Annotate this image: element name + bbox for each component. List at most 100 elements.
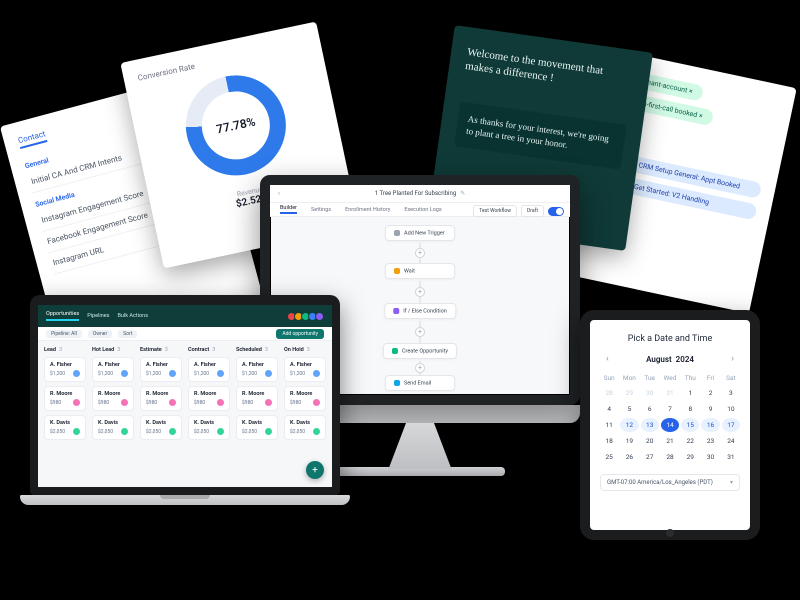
calendar-day[interactable]: 1 — [681, 386, 699, 400]
workflow-node[interactable]: Create Opportunity — [383, 343, 457, 359]
add-step-icon[interactable]: + — [415, 363, 425, 373]
add-step-icon[interactable]: + — [415, 287, 425, 297]
kanban-column[interactable]: Contract 3A. Fisher$1,200R. Moore$980K. … — [188, 347, 230, 481]
calendar-prev-icon[interactable]: ‹ — [606, 354, 609, 364]
workflow-tab[interactable]: Enrollment History — [345, 207, 390, 213]
calendar-day[interactable]: 30 — [701, 450, 719, 464]
calendar-day[interactable]: 29 — [681, 450, 699, 464]
kanban-column-header: Estimate 3 — [140, 347, 182, 353]
opportunity-card[interactable]: R. Moore$980 — [236, 386, 278, 411]
calendar-day[interactable]: 5 — [620, 402, 638, 416]
calendar-month-year: August 2024 — [646, 355, 694, 364]
opportunity-card[interactable]: K. Davis$2,050 — [140, 415, 182, 440]
calendar-day-prev-month[interactable]: 28 — [600, 386, 618, 400]
calendar-next-icon[interactable]: › — [731, 354, 734, 364]
calendar-day[interactable]: 15 — [681, 418, 699, 432]
workflow-tab[interactable]: Builder — [280, 205, 297, 214]
fab-add-button[interactable]: + — [306, 461, 324, 479]
calendar-day[interactable]: 19 — [620, 434, 638, 448]
workflow-back-icon[interactable]: ‹ — [278, 190, 280, 197]
node-color-icon — [392, 348, 398, 354]
add-opportunity-button[interactable]: Add opportunity — [276, 329, 324, 339]
filter-chip[interactable]: Pipeline: All — [46, 330, 82, 338]
calendar-day[interactable]: 10 — [722, 402, 740, 416]
calendar-day[interactable]: 17 — [722, 418, 740, 432]
calendar-day[interactable]: 11 — [600, 418, 618, 432]
opportunity-card[interactable]: A. Fisher$1,200 — [284, 357, 326, 382]
opportunity-card[interactable]: R. Moore$980 — [188, 386, 230, 411]
add-step-icon[interactable]: + — [415, 327, 425, 337]
workflow-title-bar: ‹ 1 Tree Planted For Subscribing ✎ — [270, 185, 570, 203]
test-workflow-button[interactable]: Test Workflow — [473, 205, 517, 217]
workflow-node[interactable]: Send Email — [385, 375, 455, 391]
opportunity-card[interactable]: R. Moore$980 — [284, 386, 326, 411]
workflow-node[interactable]: Add New Trigger — [385, 225, 455, 241]
calendar-dow: Mon — [620, 372, 638, 384]
calendar-day[interactable]: 16 — [701, 418, 719, 432]
timezone-select[interactable]: GMT-07:00 America/Los_Angeles (PDT) ▾ — [600, 474, 740, 491]
workflow-tab[interactable]: Execution Logs — [404, 207, 441, 213]
kanban-column[interactable]: Estimate 3 A. Fisher$1,200 R. Moore$980 K. … — [140, 347, 182, 481]
calendar-day[interactable]: 27 — [641, 450, 659, 464]
calendar-day[interactable]: 31 — [722, 450, 740, 464]
calendar-day[interactable]: 26 — [620, 450, 638, 464]
calendar-day[interactable]: 9 — [701, 402, 719, 416]
opportunity-card[interactable]: K. Davis$2,050 — [44, 415, 86, 440]
workflow-node[interactable]: If / Else Condition — [384, 303, 456, 319]
calendar-day[interactable]: 6 — [641, 402, 659, 416]
kanban-column[interactable]: Hot Lead 3A. Fisher$1,200R. Moore$980K. … — [92, 347, 134, 481]
add-step-icon[interactable]: + — [415, 248, 425, 258]
calendar-day[interactable]: 18 — [600, 434, 618, 448]
kanban-column[interactable]: Lead 3A. Fisher$1,200R. Moore$980K. Davi… — [44, 347, 86, 481]
opportunity-card[interactable]: A. Fisher$1,200 — [188, 357, 230, 382]
calendar-day[interactable]: 21 — [661, 434, 679, 448]
crm-nav-tab[interactable]: Opportunities — [46, 311, 79, 321]
kanban-column[interactable]: Scheduled 3A. Fisher$1,200R. Moore$980K.… — [236, 347, 278, 481]
opportunity-card[interactable]: R. Moore$980 — [140, 386, 182, 411]
pencil-icon[interactable]: ✎ — [460, 190, 465, 197]
calendar-day-prev-month[interactable]: 29 — [620, 386, 638, 400]
calendar-day[interactable]: 22 — [681, 434, 699, 448]
workflow-tab[interactable]: Settings — [311, 207, 331, 213]
kanban-column[interactable]: On Hold 3A. Fisher$1,200R. Moore$980K. D… — [284, 347, 326, 481]
opportunity-card[interactable]: K. Davis$2,050 — [188, 415, 230, 440]
calendar-day[interactable]: 14 — [661, 418, 679, 432]
avatar[interactable] — [315, 312, 324, 321]
workflow-node[interactable]: Wait — [385, 263, 455, 279]
calendar-day[interactable]: 25 — [600, 450, 618, 464]
opportunity-card[interactable]: A. Fisher$1,200 — [236, 357, 278, 382]
calendar-day[interactable]: 24 — [722, 434, 740, 448]
opportunity-card[interactable]: K. Davis$2,050 — [236, 415, 278, 440]
calendar-day[interactable]: 20 — [641, 434, 659, 448]
opportunity-card[interactable]: K. Davis$2,050 — [284, 415, 326, 440]
calendar-dow: Wed — [661, 372, 679, 384]
filter-chip[interactable]: Sort — [118, 330, 137, 338]
calendar-day[interactable]: 7 — [661, 402, 679, 416]
calendar-day[interactable]: 3 — [722, 386, 740, 400]
calendar-day[interactable]: 2 — [701, 386, 719, 400]
calendar-day[interactable]: 23 — [701, 434, 719, 448]
opportunity-card[interactable]: R. Moore$980 — [92, 386, 134, 411]
calendar-day[interactable]: 4 — [600, 402, 618, 416]
filter-chip[interactable]: Owner — [88, 330, 112, 338]
opportunity-card[interactable]: K. Davis$2,050 — [92, 415, 134, 440]
calendar-day[interactable]: 8 — [681, 402, 699, 416]
team-avatars[interactable] — [289, 312, 324, 321]
publish-toggle[interactable] — [548, 207, 564, 216]
crm-nav-tab[interactable]: Pipelines — [87, 313, 109, 319]
calendar-day[interactable]: 28 — [661, 450, 679, 464]
opportunity-card[interactable]: R. Moore$980 — [44, 386, 86, 411]
opportunity-card[interactable]: A. Fisher$1,200 — [92, 357, 134, 382]
opportunity-card[interactable]: A. Fisher$1,200 — [140, 357, 182, 382]
opportunity-card[interactable]: A. Fisher$1,200 — [44, 357, 86, 382]
crm-nav-tab[interactable]: Bulk Actions — [117, 313, 148, 319]
contact-tab[interactable]: Contact — [17, 129, 47, 149]
calendar-day-prev-month[interactable]: 31 — [661, 386, 679, 400]
calendar-day[interactable]: 13 — [641, 418, 659, 432]
calendar-day-prev-month[interactable]: 30 — [641, 386, 659, 400]
kanban-board[interactable]: Lead 3A. Fisher$1,200R. Moore$980K. Davi… — [38, 341, 332, 487]
calendar-dow: Thu — [681, 372, 699, 384]
conversion-percent-label: 77.78% — [177, 66, 296, 185]
calendar-day[interactable]: 12 — [620, 418, 638, 432]
chevron-down-icon: ▾ — [730, 479, 733, 486]
